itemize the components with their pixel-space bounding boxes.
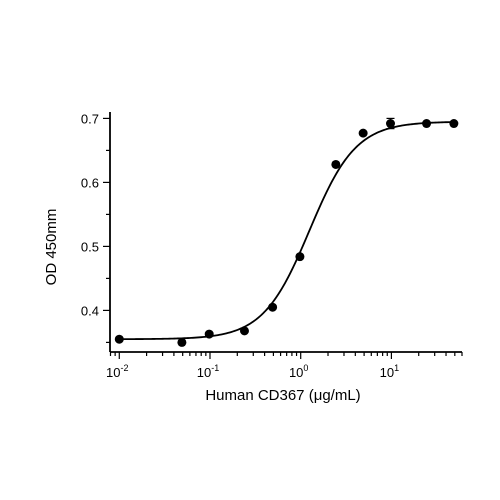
data-points: [114, 117, 459, 347]
x-tick-label: 10-1: [197, 363, 219, 380]
x-tick-base: 10: [106, 365, 120, 380]
data-point: [114, 334, 124, 344]
x-tick-label: 100: [289, 363, 308, 380]
data-point: [449, 119, 459, 129]
x-tick-base: 10: [289, 365, 303, 380]
x-tick-base: 10: [380, 365, 394, 380]
data-point: [331, 159, 341, 169]
y-tick-label: 0.7: [81, 111, 99, 126]
data-point: [358, 128, 368, 138]
x-tick-exponent: 1: [394, 363, 399, 373]
x-tick-base: 10: [197, 365, 211, 380]
x-axis-label: Human CD367 (μg/mL): [205, 387, 360, 404]
data-point: [239, 326, 249, 336]
data-point: [177, 337, 187, 347]
data-point: [295, 252, 305, 262]
fit-curve: [119, 121, 454, 341]
y-axis-label: OD 450mm: [43, 209, 60, 286]
axes: [109, 112, 462, 353]
x-axis-ticks: 10-2 10-1 100 101: [106, 352, 463, 380]
data-point: [422, 119, 432, 129]
x-tick-exponent: -2: [121, 363, 129, 373]
x-tick-label: 101: [380, 363, 399, 380]
x-tick-exponent: -1: [211, 363, 219, 373]
y-tick-label: 0.5: [81, 239, 99, 254]
x-tick-label: 10-2: [106, 363, 128, 380]
y-tick-label: 0.6: [81, 175, 99, 190]
data-point: [204, 329, 214, 339]
y-axis-ticks: 0.4 0.5 0.6 0.7: [81, 111, 110, 343]
y-tick-label: 0.4: [81, 303, 99, 318]
x-tick-exponent: 0: [303, 363, 308, 373]
data-point: [268, 302, 278, 312]
data-point: [385, 119, 395, 129]
